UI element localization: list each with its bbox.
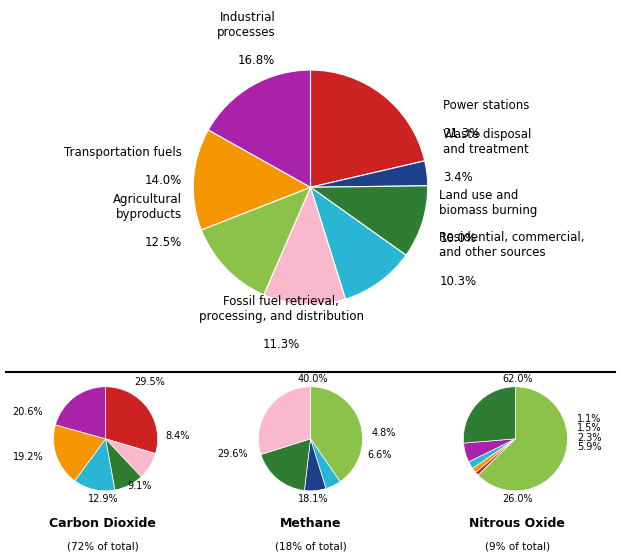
Text: 12.9%: 12.9% xyxy=(88,494,118,504)
Text: 12.5%: 12.5% xyxy=(144,236,181,249)
Text: (72% of total): (72% of total) xyxy=(66,541,138,551)
Wedge shape xyxy=(310,161,428,187)
Text: (9% of total): (9% of total) xyxy=(485,541,550,551)
Wedge shape xyxy=(304,439,326,491)
Text: Carbon Dioxide: Carbon Dioxide xyxy=(49,517,156,530)
Wedge shape xyxy=(310,187,406,299)
Text: 1.1%: 1.1% xyxy=(577,414,601,424)
Text: 18.1%: 18.1% xyxy=(298,494,329,504)
Wedge shape xyxy=(55,387,106,439)
Wedge shape xyxy=(106,439,155,477)
Wedge shape xyxy=(106,387,158,453)
Wedge shape xyxy=(310,439,340,489)
Wedge shape xyxy=(473,439,515,472)
Wedge shape xyxy=(310,186,428,255)
Text: 21.3%: 21.3% xyxy=(443,127,480,140)
Text: Land use and
biomass burning: Land use and biomass burning xyxy=(440,189,538,217)
Wedge shape xyxy=(463,387,515,443)
Wedge shape xyxy=(478,387,568,491)
Text: Methane: Methane xyxy=(279,517,342,530)
Text: 11.3%: 11.3% xyxy=(263,338,300,351)
Wedge shape xyxy=(75,439,115,491)
Text: 3.4%: 3.4% xyxy=(443,172,473,184)
Text: 29.6%: 29.6% xyxy=(217,449,248,459)
Wedge shape xyxy=(208,70,310,187)
Text: 20.6%: 20.6% xyxy=(12,407,43,417)
Wedge shape xyxy=(53,425,106,481)
Text: Industrial
processes: Industrial processes xyxy=(217,11,275,39)
Wedge shape xyxy=(463,439,515,462)
Text: 8.4%: 8.4% xyxy=(165,431,190,441)
Text: Residential, commercial,
and other sources: Residential, commercial, and other sourc… xyxy=(440,231,585,259)
Wedge shape xyxy=(476,439,515,475)
Wedge shape xyxy=(310,70,425,187)
Wedge shape xyxy=(258,387,310,454)
Wedge shape xyxy=(310,387,363,482)
Text: 26.0%: 26.0% xyxy=(503,494,533,504)
Text: 29.5%: 29.5% xyxy=(134,377,165,387)
Wedge shape xyxy=(193,130,310,230)
Wedge shape xyxy=(264,187,345,305)
Text: 2.3%: 2.3% xyxy=(577,433,601,443)
Text: Transportation fuels: Transportation fuels xyxy=(64,145,181,159)
Text: Agricultural
byproducts: Agricultural byproducts xyxy=(112,193,181,221)
Text: (18% of total): (18% of total) xyxy=(274,541,347,551)
Wedge shape xyxy=(106,439,141,490)
Text: 9.1%: 9.1% xyxy=(127,481,152,491)
Text: 16.8%: 16.8% xyxy=(238,54,275,67)
Wedge shape xyxy=(469,439,515,468)
Text: 19.2%: 19.2% xyxy=(12,452,43,462)
Text: Fossil fuel retrieval,
processing, and distribution: Fossil fuel retrieval, processing, and d… xyxy=(199,295,364,323)
Text: 62.0%: 62.0% xyxy=(503,374,533,384)
Text: 40.0%: 40.0% xyxy=(298,374,329,384)
Wedge shape xyxy=(261,439,310,490)
Text: 4.8%: 4.8% xyxy=(372,428,396,438)
Text: 10.3%: 10.3% xyxy=(440,274,476,287)
Text: 1.5%: 1.5% xyxy=(577,423,601,433)
Text: Nitrous Oxide: Nitrous Oxide xyxy=(469,517,565,530)
Text: 6.6%: 6.6% xyxy=(368,451,392,461)
Text: 10.0%: 10.0% xyxy=(440,233,476,245)
Text: Waste disposal
and treatment: Waste disposal and treatment xyxy=(443,128,532,156)
Text: Power stations: Power stations xyxy=(443,99,529,112)
Wedge shape xyxy=(201,187,310,295)
Text: 5.9%: 5.9% xyxy=(577,442,601,452)
Text: 14.0%: 14.0% xyxy=(144,174,181,187)
